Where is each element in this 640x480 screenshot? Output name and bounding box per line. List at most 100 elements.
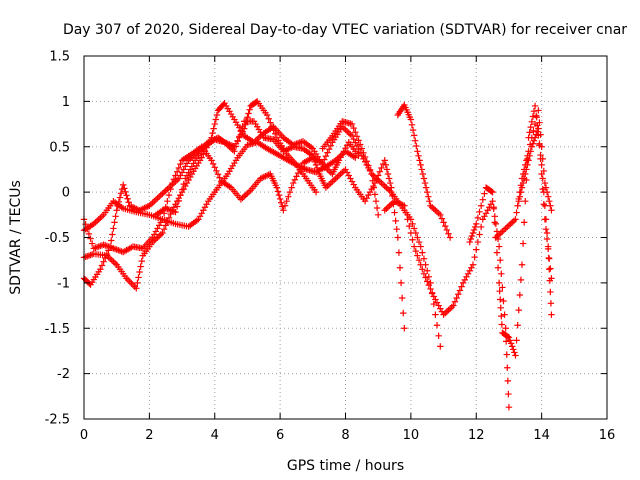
data-point <box>352 154 359 161</box>
data-point <box>278 199 285 206</box>
data-point <box>93 217 101 225</box>
data-point <box>97 214 104 222</box>
data-point <box>365 191 372 199</box>
data-point <box>432 296 439 303</box>
data-point <box>160 225 168 233</box>
data-point <box>517 276 525 284</box>
data-point <box>524 161 531 169</box>
data-point <box>373 204 381 212</box>
data-point <box>87 235 94 242</box>
data-point <box>138 257 145 265</box>
data-point <box>530 137 538 144</box>
data-point <box>391 209 398 216</box>
data-point <box>172 172 179 179</box>
data-point <box>469 261 477 268</box>
data-point <box>245 188 253 196</box>
data-point <box>324 149 331 156</box>
data-point <box>175 164 182 172</box>
data-point <box>500 226 508 234</box>
data-point <box>520 175 528 182</box>
data-point <box>547 300 555 307</box>
data-point <box>426 198 433 205</box>
data-point <box>491 213 498 220</box>
x-tick-label: 4 <box>211 428 219 443</box>
data-point <box>445 230 452 237</box>
data-point <box>496 287 503 295</box>
data-point <box>185 169 192 176</box>
data-point <box>155 232 163 240</box>
data-point <box>529 140 537 147</box>
data-point <box>84 225 91 233</box>
data-point <box>149 199 156 206</box>
data-point <box>502 325 509 332</box>
data-point <box>541 179 549 187</box>
data-point <box>165 214 173 222</box>
data-point <box>348 120 356 128</box>
x-tick-label: 16 <box>599 428 616 443</box>
data-point <box>347 175 354 182</box>
data-point <box>412 247 419 255</box>
data-point <box>412 137 419 144</box>
data-point <box>200 207 207 214</box>
data-point <box>505 334 513 341</box>
data-point <box>505 222 513 229</box>
data-point <box>430 205 437 212</box>
data-point <box>538 170 545 178</box>
data-point <box>499 228 506 235</box>
data-point <box>366 166 374 173</box>
data-point <box>497 296 504 303</box>
data-point <box>428 204 436 211</box>
data-point <box>420 270 428 277</box>
data-point <box>519 179 527 187</box>
data-point <box>394 234 401 241</box>
data-point <box>85 230 93 238</box>
data-point <box>495 243 503 250</box>
data-point <box>415 256 423 264</box>
data-series-track-8 <box>381 198 513 411</box>
data-point <box>113 207 120 214</box>
data-point <box>371 191 379 198</box>
data-point <box>430 293 437 300</box>
data-point <box>360 149 367 156</box>
data-point <box>178 186 186 193</box>
data-point <box>343 169 351 176</box>
data-series-track-4 <box>80 123 382 256</box>
data-point <box>116 194 124 201</box>
data-point <box>542 225 550 233</box>
data-point <box>546 198 553 205</box>
data-point <box>536 140 543 147</box>
data-point <box>151 231 158 238</box>
data-point <box>368 170 375 178</box>
data-point <box>413 142 420 150</box>
data-point <box>112 213 119 220</box>
data-point <box>363 194 370 202</box>
data-point <box>446 305 454 312</box>
y-tick-label: 0 <box>62 186 70 201</box>
data-point <box>329 178 336 185</box>
data-point <box>183 179 191 187</box>
y-tick-label: -2 <box>57 367 70 382</box>
data-point <box>414 234 421 241</box>
data-point <box>381 157 388 164</box>
data-point <box>420 175 428 182</box>
data-point <box>135 274 142 281</box>
data-point <box>330 176 338 184</box>
data-point <box>409 220 416 228</box>
data-point <box>340 167 348 175</box>
data-point <box>477 202 485 209</box>
data-point <box>482 210 490 217</box>
data-point <box>381 207 388 214</box>
data-point <box>151 198 158 205</box>
data-point <box>534 128 541 135</box>
data-point <box>209 129 216 137</box>
data-point <box>378 179 385 187</box>
data-series-track-6 <box>319 118 444 350</box>
data-point <box>342 145 349 152</box>
data-point <box>476 231 483 238</box>
data-point <box>522 198 529 205</box>
data-point <box>246 106 253 113</box>
data-point <box>183 160 191 167</box>
data-point <box>523 166 530 173</box>
data-point <box>516 193 524 200</box>
data-point <box>494 232 501 240</box>
